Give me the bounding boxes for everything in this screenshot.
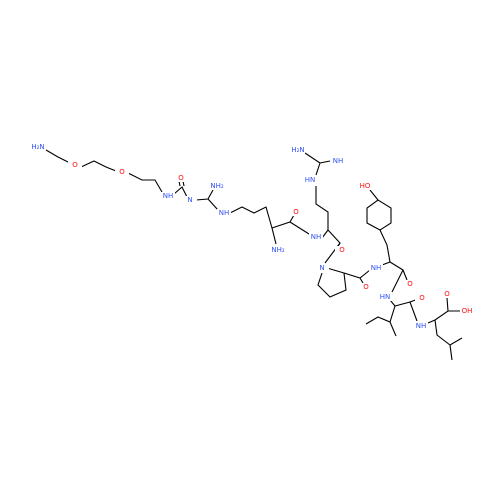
label-backdrop	[460, 307, 474, 315]
atom-label: HO	[360, 182, 371, 190]
label-backdrop	[403, 280, 417, 288]
label-backdrop	[369, 264, 383, 272]
label-backdrop	[174, 174, 188, 182]
label-backdrop	[358, 182, 372, 190]
label-backdrop	[68, 161, 82, 169]
atom-label: HN	[305, 176, 316, 184]
atom-labels: H₂NOONHONNH₂NHNH₂ONHH₂NNHHNONONHHOHNOONH…	[31, 143, 474, 330]
atom-label: NH₂	[210, 182, 224, 190]
atom-label: HN	[380, 293, 391, 301]
label-backdrop	[210, 182, 224, 190]
atom-label: NH	[219, 209, 230, 217]
atom-label: O	[72, 161, 78, 169]
label-backdrop	[359, 283, 373, 291]
atom-label: O	[339, 246, 345, 254]
label-backdrop	[440, 290, 454, 298]
label-backdrop	[378, 293, 392, 301]
atom-label: H₂N	[31, 143, 44, 151]
atom-label: NH	[311, 233, 322, 241]
label-backdrop	[31, 143, 45, 151]
label-backdrop	[415, 294, 429, 302]
label-backdrop	[414, 322, 428, 330]
atom-label: O	[444, 290, 450, 298]
atom-label: N	[319, 264, 324, 272]
label-backdrop	[217, 209, 231, 217]
label-backdrop	[335, 246, 349, 254]
label-backdrop	[315, 264, 329, 272]
label-backdrop	[271, 246, 285, 254]
atom-label: NH	[333, 157, 344, 165]
atom-label: O	[119, 168, 125, 176]
label-backdrop	[183, 196, 197, 204]
atom-label: O	[363, 283, 369, 291]
label-backdrop	[161, 192, 175, 200]
atom-label: O	[407, 280, 413, 288]
label-backdrop	[115, 168, 129, 176]
atom-label: O	[293, 208, 299, 216]
label-backdrop	[309, 233, 323, 241]
atom-label: NH	[416, 322, 427, 330]
atom-label: N	[187, 196, 192, 204]
atom-label: O	[178, 174, 184, 182]
bonds	[45, 149, 463, 361]
atom-label: H₂N	[291, 146, 304, 154]
label-backdrop	[303, 176, 317, 184]
atom-label: NH₂	[271, 246, 285, 254]
atom-label: NH	[371, 264, 382, 272]
atom-label: NH	[163, 192, 174, 200]
label-backdrop	[331, 157, 345, 165]
atom-label: OH	[462, 307, 473, 315]
label-backdrop	[291, 146, 305, 154]
label-backdrop	[289, 208, 303, 216]
atom-label: O	[419, 294, 425, 302]
